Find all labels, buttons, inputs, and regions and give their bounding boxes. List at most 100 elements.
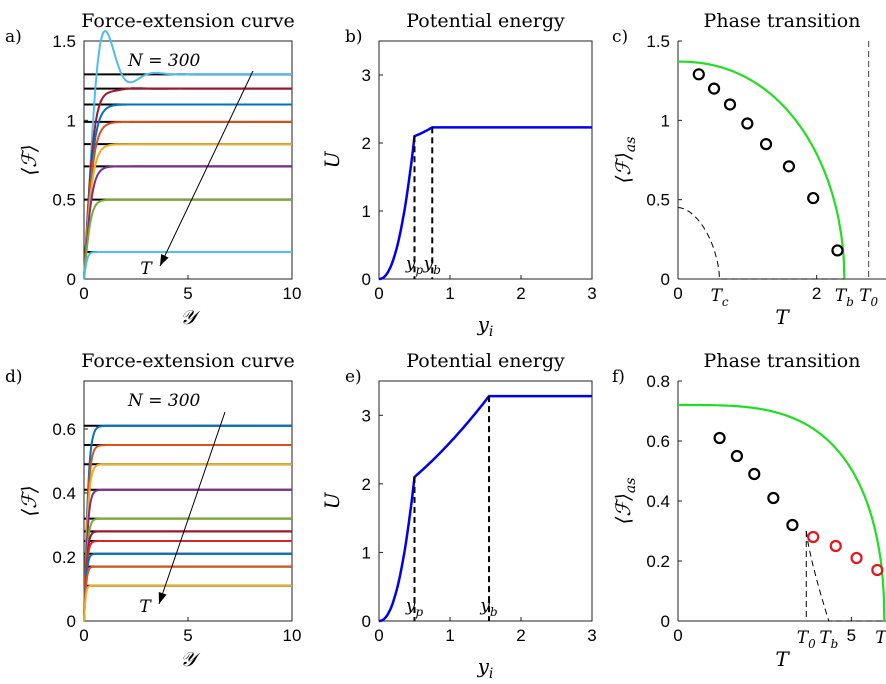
arrow-head [158, 592, 167, 604]
panel-c: Phase transition c) 0 2 0 0.5 1 1.5 Tc Tb T0 T ⟨ℱ⟩as [611, 10, 886, 329]
yp-label: yp [405, 254, 424, 277]
y-tick-label: 0.2 [646, 552, 670, 571]
y-tick-label: 2 [362, 475, 371, 494]
x-tick-label: 2 [516, 284, 525, 303]
y-axis-label: ⟨ℱ⟩ [17, 144, 41, 175]
panel-title: Phase transition [704, 350, 861, 372]
data-point-red [829, 539, 842, 553]
force-curve-2 [83, 444, 292, 622]
force-curve-1 [83, 30, 292, 280]
panel-title: Potential energy [406, 350, 565, 372]
y-axis-label: ⟨ℱ⟩as [611, 137, 639, 184]
force-curve-5 [83, 517, 292, 622]
data-point [831, 244, 844, 257]
x-tick-label: 0 [673, 284, 682, 303]
y-tick-label: 0 [67, 612, 76, 631]
panel-d: Force-extension curve d) 0 5 10 0 0.2 0.4 0.6 N =… [5, 350, 301, 671]
force-curve-2 [83, 87, 292, 280]
panel-title: Force-extension curve [81, 350, 295, 372]
dashed-curve [678, 207, 845, 280]
y-tick-label: 1 [362, 543, 371, 562]
panel-e: Potential energy e) 0 1 2 3 0 1 2 3 yp yb yi U [320, 350, 597, 682]
y-tick-label: 0.5 [646, 191, 670, 210]
data-point [730, 449, 744, 463]
yb-label: yb [479, 596, 497, 619]
special-tick-Tc: Tc [711, 286, 729, 309]
y-tick-label: 0 [362, 270, 371, 289]
x-tick-label: 2 [812, 284, 821, 303]
y-axis-label: U [320, 491, 344, 509]
force-curve-6 [83, 530, 292, 622]
data-point [767, 491, 780, 505]
temperature-arrow [159, 70, 254, 267]
panel-label: c) [612, 27, 628, 47]
x-tick-label: 10 [283, 284, 302, 303]
y-axis-label: ⟨ℱ⟩ [17, 485, 41, 516]
y-tick-label: 1 [661, 111, 670, 130]
data-point [713, 431, 726, 445]
special-tick-Tb: Tb [835, 286, 854, 309]
data-point-red [807, 530, 820, 544]
y-tick-label: 0 [362, 612, 371, 631]
force-curve-1 [83, 424, 292, 622]
data-point [748, 467, 761, 481]
data-point [759, 138, 773, 151]
x-tick-label: 1 [445, 626, 454, 645]
panel-label: f) [612, 367, 625, 387]
x-tick-label: 0 [374, 626, 383, 645]
potential-curve [379, 126, 592, 281]
x-axis-label: yi [477, 654, 494, 682]
special-tick-T0: T0 [859, 286, 878, 309]
force-curve-9 [83, 565, 292, 622]
panel-title: Force-extension curve [81, 10, 295, 32]
panel-label: e) [345, 367, 362, 387]
y-tick-label: 2 [362, 134, 371, 153]
x-tick-label: 0 [673, 626, 682, 645]
potential-curve [379, 394, 592, 623]
y-tick-label: 1.5 [646, 32, 670, 51]
force-curve-8 [83, 251, 292, 280]
y-tick-label: 0 [661, 270, 670, 289]
axes-box [378, 40, 593, 280]
force-curve-5 [83, 143, 292, 280]
x-tick-label: 0 [79, 626, 88, 645]
data-point [741, 117, 754, 130]
force-curve-8 [83, 552, 292, 622]
N-annotation: N = 300 [127, 391, 201, 411]
y-tick-label: 1 [362, 202, 371, 221]
force-curve-7 [83, 198, 292, 280]
temperature-arrow [158, 411, 226, 605]
data-point [692, 68, 705, 81]
y-tick-label: 0.8 [646, 372, 670, 391]
x-tick-label: 3 [587, 284, 596, 303]
y-tick-label: 0.5 [52, 191, 76, 210]
panel-a: Force-extension curve a) 0 5 10 0 0.5 1 1.5 N = 3… [5, 10, 301, 329]
fit-curve [678, 60, 846, 280]
x-tick-label: 0 [374, 284, 383, 303]
force-curve-3 [83, 103, 292, 280]
y-tick-label: 0.4 [52, 484, 76, 503]
data-point [782, 160, 796, 173]
force-curve-3 [83, 463, 292, 622]
y-tick-label: 3 [362, 406, 371, 425]
force-curve-6 [83, 165, 292, 280]
y-tick-label: 0 [661, 612, 670, 631]
data-point-red [850, 551, 863, 565]
x-tick-label: 5 [183, 284, 192, 303]
panel-label: a) [5, 27, 22, 47]
force-curve-7 [83, 540, 292, 622]
x-axis-label: 𝒴 [180, 305, 201, 329]
y-axis-label: U [320, 150, 344, 168]
y-tick-label: 3 [362, 66, 371, 85]
panel-title: Phase transition [704, 10, 861, 32]
data-point-red [871, 563, 884, 577]
panel-title: Potential energy [406, 10, 565, 32]
y-axis-label: ⟨ℱ⟩as [611, 478, 639, 525]
special-tick-Tb: Tb [819, 628, 838, 651]
x-tick-label: 3 [587, 626, 596, 645]
data-point [723, 98, 737, 111]
y-tick-label: 0.6 [646, 432, 670, 451]
yp-label: yp [405, 596, 424, 619]
